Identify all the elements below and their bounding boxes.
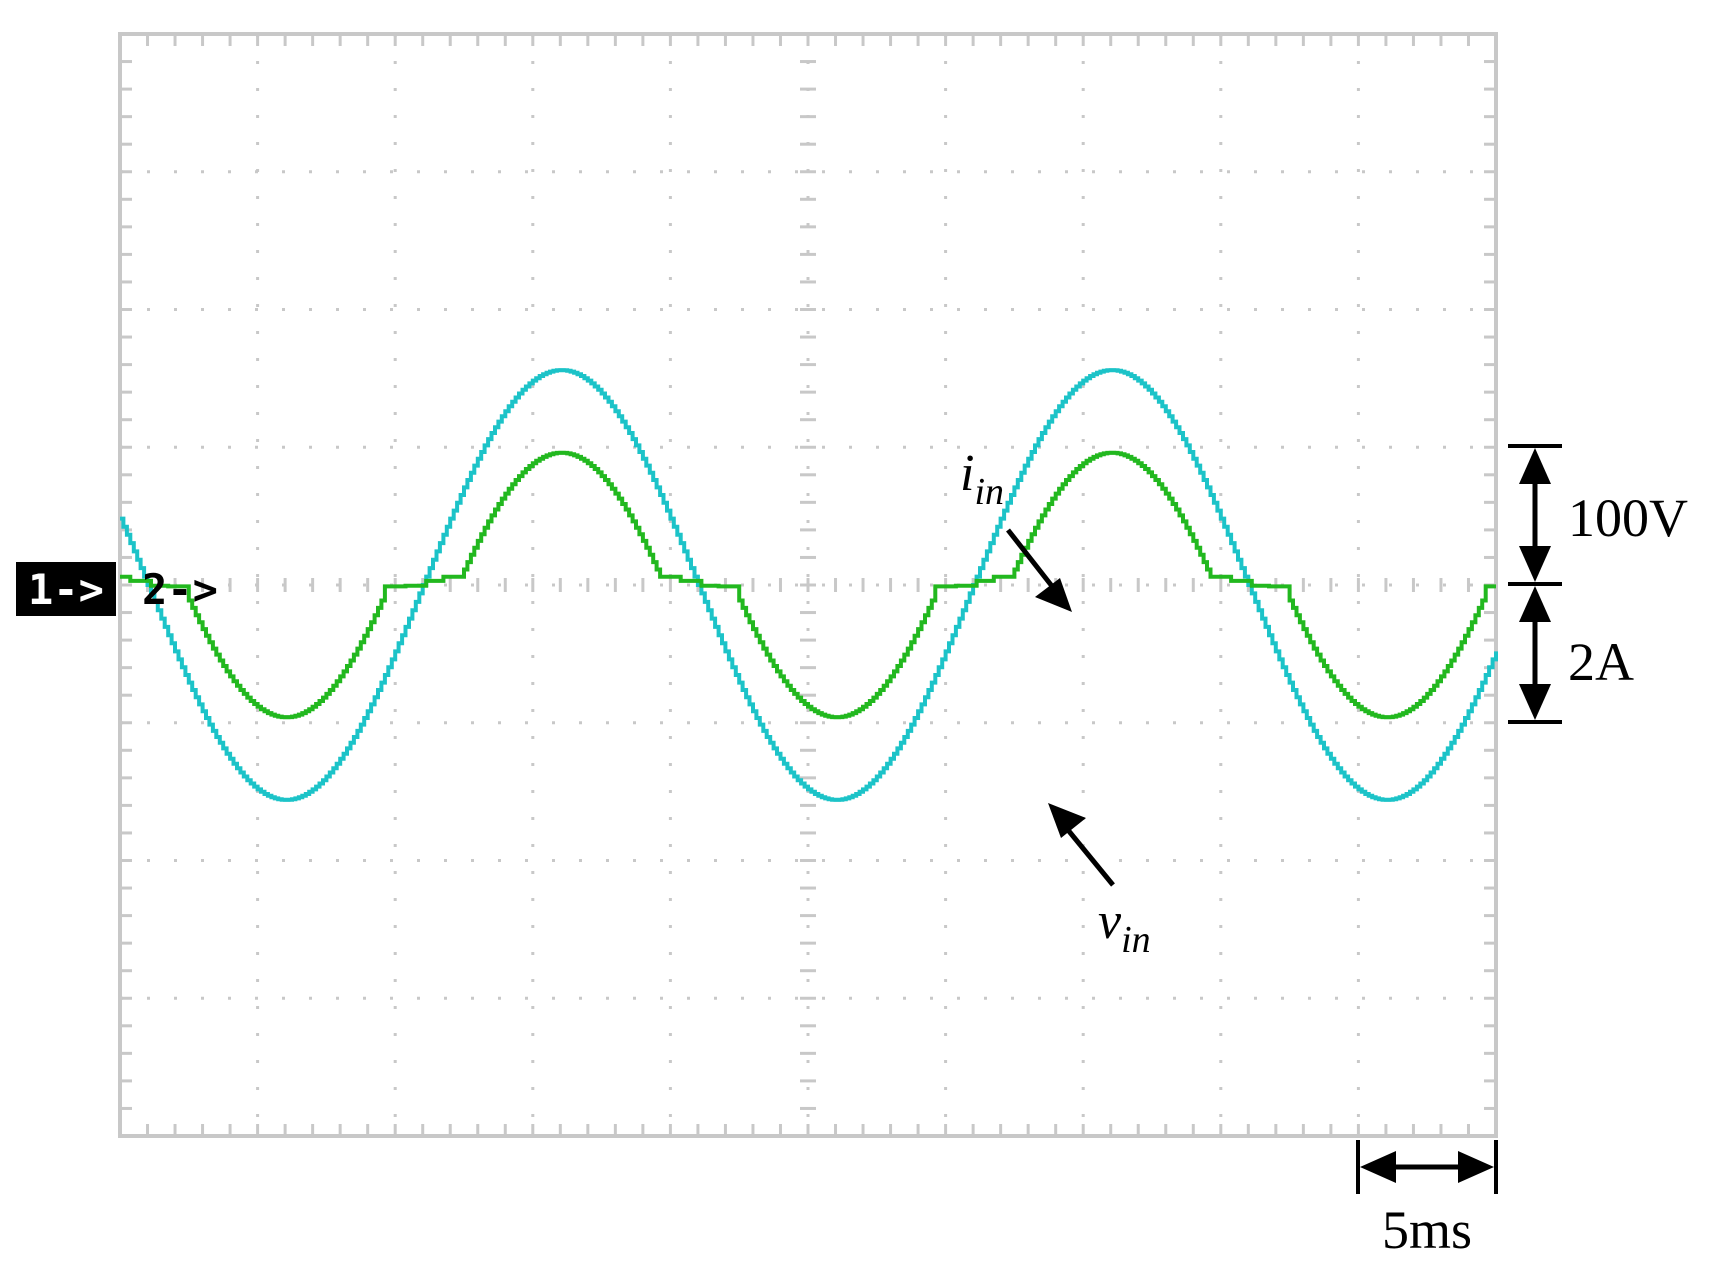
channel-1-marker-bg xyxy=(16,562,116,616)
time-scale-arrow-left xyxy=(1360,1151,1396,1183)
channel-1-marker-label: 1-> xyxy=(28,565,104,614)
series-line-i-in xyxy=(120,450,1496,720)
time-scale-marker: 5ms xyxy=(1356,1140,1498,1260)
time-scale-label: 5ms xyxy=(1382,1200,1472,1260)
channel-2-marker: 2-> xyxy=(142,565,218,614)
channel-1-marker: 1-> xyxy=(16,562,116,616)
annotation-v-in-sub: in xyxy=(1121,919,1151,961)
channel-2-marker-label: 2-> xyxy=(142,565,218,614)
annotation-v-in-arrowhead xyxy=(1048,803,1086,838)
annotation-i-in-sub: in xyxy=(974,471,1004,513)
current-scale-arrow-down xyxy=(1519,684,1551,720)
voltage-scale-marker: 100V xyxy=(1508,444,1688,586)
voltage-scale-arrow-down xyxy=(1519,546,1551,582)
current-scale-arrow-up xyxy=(1519,586,1551,622)
voltage-scale-arrow-up xyxy=(1519,448,1551,484)
current-scale-marker: 2A xyxy=(1508,586,1634,724)
current-scale-label: 2A xyxy=(1568,632,1634,692)
voltage-scale-label: 100V xyxy=(1568,488,1688,548)
svg-text:iin: iin xyxy=(960,445,1004,513)
annotation-v-in: vin xyxy=(1048,803,1151,961)
series-line-v-in xyxy=(120,368,1498,802)
annotation-i-in: iin xyxy=(960,445,1072,612)
annotation-i-in-main: i xyxy=(960,445,974,502)
svg-text:vin: vin xyxy=(1098,893,1151,961)
annotation-v-in-arrow-shaft xyxy=(1066,828,1115,887)
annotation-v-in-main: v xyxy=(1098,893,1122,950)
annotation-i-in-arrowhead xyxy=(1035,578,1072,612)
annotation-i-in-arrow-shaft xyxy=(1006,528,1057,592)
time-scale-arrow-right xyxy=(1458,1151,1494,1183)
traces xyxy=(120,368,1498,802)
